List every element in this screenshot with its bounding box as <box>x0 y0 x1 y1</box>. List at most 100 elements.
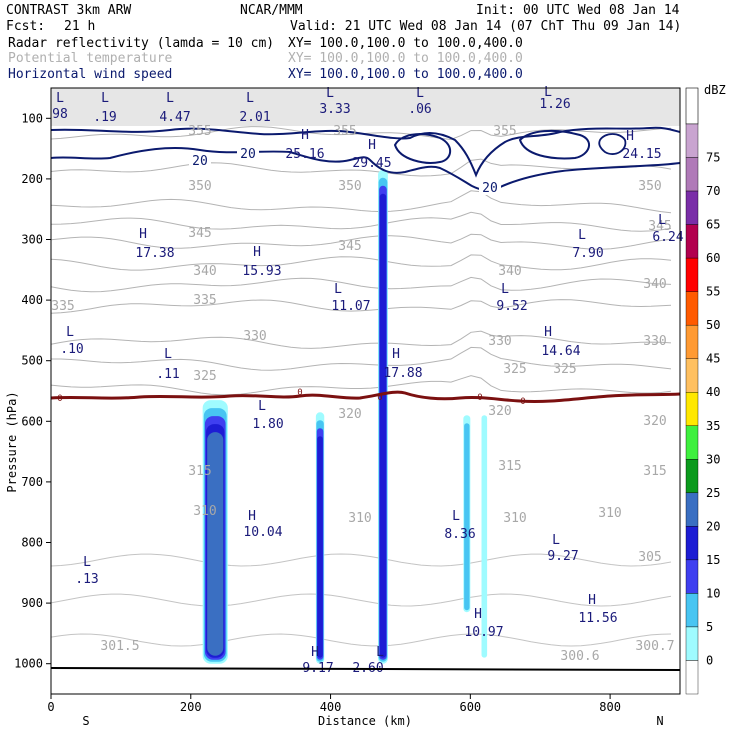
extremum-value: .10 <box>60 342 83 357</box>
zero-contour <box>50 390 681 403</box>
colorbar-bin <box>685 392 699 426</box>
extremum-marker-low: L <box>452 509 460 524</box>
ground-line <box>50 667 681 671</box>
zero-contour-label: 0 <box>377 393 382 403</box>
extremum-value: .11 <box>156 367 179 382</box>
x-axis-label: Distance (km) <box>318 714 412 728</box>
theta-label: 325 <box>553 362 576 377</box>
y-tick-label: 400 <box>21 293 43 307</box>
colorbar-bin <box>685 291 699 326</box>
colorbar-level-label: 65 <box>706 218 720 232</box>
wind-contour-label: 20 <box>240 147 256 162</box>
x-tick-label: 800 <box>599 700 621 714</box>
extremum-value: 17.38 <box>135 246 174 261</box>
theta-contour-340 <box>50 211 672 232</box>
theta-contour-boundary <box>50 633 672 647</box>
theta-label: 330 <box>488 334 511 349</box>
extremum-value: 24.15 <box>622 147 661 162</box>
reflectivity-cell-2-20dbz <box>317 436 323 658</box>
figure-header: CONTRAST 3km ARW NCAR/MMM Init: 00 UTC W… <box>6 3 681 82</box>
theta-label: 325 <box>503 362 526 377</box>
extremum-marker-low: L <box>164 347 172 362</box>
extremum-marker-low: L <box>416 86 424 101</box>
theta-label: 300.6 <box>560 649 599 664</box>
colorbar-bin <box>685 526 699 561</box>
theta-label: 315 <box>188 464 211 479</box>
colorbar-bin <box>685 593 699 628</box>
colorbar-level-label: 30 <box>706 452 720 466</box>
colorbar-level-label: 60 <box>706 251 720 265</box>
theta-label: 345 <box>188 226 211 241</box>
colorbar-bin <box>685 559 699 594</box>
x-tick-label: 400 <box>320 700 342 714</box>
colorbar-bin <box>685 492 699 527</box>
y-axis: 100 200 300 400 500 600 700 800 900 1000 <box>14 111 51 671</box>
x-end-right: N <box>656 714 663 728</box>
contour-labels: 355 355 355 350 350 350 345 345 345 340 340 340 335 3… <box>51 85 684 676</box>
theta-contour-305 <box>50 375 672 396</box>
theta-contour-325 <box>50 276 672 293</box>
theta-contour-330 <box>50 254 672 271</box>
colorbar-bin <box>685 358 699 393</box>
theta-label: 355 <box>333 124 356 139</box>
colorbar-level-label: 25 <box>706 486 720 500</box>
wind-contour-20-eddy2 <box>518 129 590 160</box>
theta-label: 350 <box>338 179 361 194</box>
colorbar-level-label: 75 <box>706 151 720 165</box>
extremum-marker-low: L <box>66 325 74 340</box>
x-axis: 0 200 400 600 800 <box>47 694 621 714</box>
extremum-marker-high: H <box>301 128 309 143</box>
extremum-marker-low: L <box>658 213 666 228</box>
field-xy-reflectivity: XY= 100.0,100.0 to 100.0,400.0 <box>288 36 523 51</box>
center-name: NCAR/MMM <box>240 3 303 18</box>
extremum-value: .06 <box>408 102 431 117</box>
extremum-value: 15.93 <box>242 264 281 279</box>
theta-label: 330 <box>243 329 266 344</box>
extremum-value: 17.88 <box>383 366 422 381</box>
extremum-value: 10.04 <box>243 525 282 540</box>
theta-contour-335 <box>50 233 672 250</box>
theta-label: 315 <box>643 464 666 479</box>
extremum-marker-low: L <box>501 282 509 297</box>
y-tick-label: 900 <box>21 596 43 610</box>
valid-time: Valid: 21 UTC Wed 08 Jan 14 (07 ChT Thu … <box>290 19 681 34</box>
field-name-theta: Potential temperature <box>8 51 173 66</box>
extremum-value: 3.33 <box>319 102 350 117</box>
x-tick-label: 200 <box>180 700 202 714</box>
colorbar-bin <box>685 626 699 661</box>
wind-label-bg <box>479 181 501 195</box>
plot-background <box>51 88 680 694</box>
theta-label: 325 <box>193 369 216 384</box>
colorbar-level-label: 10 <box>706 586 720 600</box>
theta-label: 315 <box>498 459 521 474</box>
extremum-value: 8.36 <box>444 527 475 542</box>
colorbar-bin <box>685 224 699 259</box>
colorbar-level-label: 70 <box>706 184 720 198</box>
wind-label-bg <box>189 154 211 168</box>
y-tick-label: 600 <box>21 414 43 428</box>
colorbar-bin <box>685 123 699 158</box>
wind-contour-20-eddy3 <box>598 133 627 155</box>
colorbar-level-label: 20 <box>706 519 720 533</box>
y-tick-label: 100 <box>21 111 43 125</box>
theta-contour-320 <box>50 299 672 314</box>
theta-contour-boundary <box>50 593 672 607</box>
x-tick-label: 0 <box>47 700 54 714</box>
colorbar-level-label: 45 <box>706 352 720 366</box>
y-tick-label: 1000 <box>14 657 43 671</box>
extremum-marker-low: L <box>544 85 552 100</box>
colorbar-level-label: 55 <box>706 285 720 299</box>
colorbar-bin <box>685 190 699 225</box>
extremum-marker-low: L <box>578 228 586 243</box>
wind-contour-20-eddy <box>393 133 452 164</box>
theta-label: 350 <box>188 179 211 194</box>
reflectivity-cell-4-10dbz <box>464 423 470 611</box>
extremum-marker-high: H <box>626 129 634 144</box>
colorbar-level-label: 5 <box>706 620 713 634</box>
y-tick-label: 800 <box>21 536 43 550</box>
theta-label: 320 <box>488 404 511 419</box>
zero-contour-label: 0 <box>477 393 482 403</box>
extremum-value: 2.01 <box>239 110 270 125</box>
extremum-marker-high: H <box>368 138 376 153</box>
